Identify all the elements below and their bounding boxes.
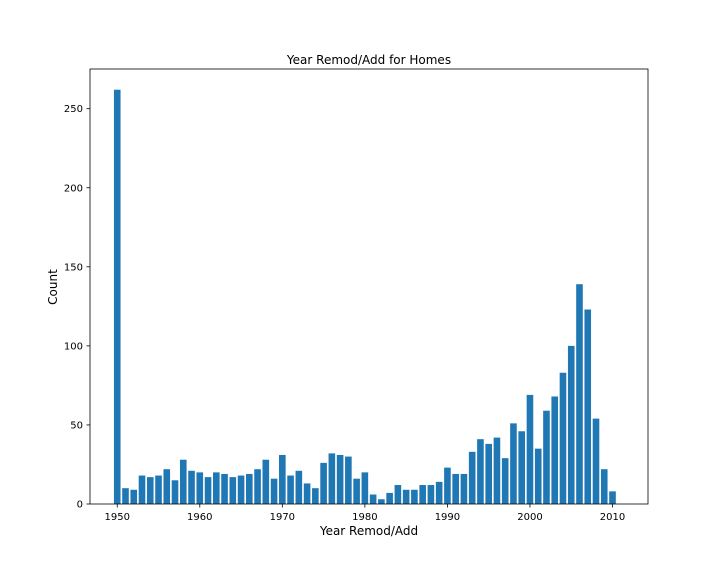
bar-1971 (287, 475, 294, 504)
bar-1981 (369, 494, 377, 504)
x-tick-label: 1980 (352, 512, 377, 523)
bar-1969 (270, 478, 278, 504)
bar-1996 (493, 437, 501, 504)
bar-1952 (130, 489, 138, 504)
bar-2003 (551, 396, 559, 504)
plot-frame (89, 68, 649, 505)
bar-2006 (576, 284, 583, 504)
bar-1998 (510, 423, 517, 504)
bar-1967 (254, 469, 261, 504)
bar-2004 (559, 372, 567, 504)
bar-1976 (328, 453, 336, 504)
bars-group (113, 89, 616, 504)
bar-2002 (543, 410, 550, 504)
bar-1995 (485, 443, 492, 504)
bar-1985 (402, 489, 410, 504)
bar-1962 (212, 472, 220, 504)
bar-2010 (609, 491, 616, 504)
bar-1994 (477, 439, 484, 504)
bar-1954 (146, 477, 154, 504)
bar-1968 (262, 459, 270, 504)
bar-1992 (460, 473, 468, 504)
bar-1980 (361, 472, 369, 504)
bar-1978 (345, 456, 352, 504)
bar-1965 (237, 475, 245, 504)
bar-1987 (419, 485, 426, 504)
bar-2005 (567, 345, 575, 504)
chart-title: Year Remod/Add for Homes (286, 53, 451, 67)
x-axis-ticks: 1950 1960 1970 1980 1990 2000 2010 (105, 504, 625, 523)
bar-1970 (279, 454, 286, 504)
bar-1955 (155, 475, 162, 504)
bar-1991 (452, 473, 459, 504)
bar-1975 (320, 462, 327, 504)
bar-1964 (229, 477, 237, 504)
bar-2007 (584, 309, 592, 504)
bar-1972 (295, 470, 303, 504)
bar-2009 (600, 469, 608, 504)
x-axis-label: Year Remod/Add (319, 524, 418, 538)
bar-1997 (501, 458, 509, 504)
bar-1979 (353, 478, 360, 504)
bar-1999 (518, 431, 526, 504)
y-tick-label: 250 (64, 104, 83, 115)
y-tick-label: 150 (64, 262, 83, 273)
bar-1950 (113, 89, 121, 504)
y-tick-label: 100 (64, 341, 83, 352)
bar-1974 (312, 488, 319, 504)
bar-1963 (221, 473, 228, 504)
bar-1988 (427, 485, 435, 504)
bar-1958 (179, 459, 187, 504)
bar-1973 (303, 483, 311, 504)
bar-2001 (534, 448, 542, 504)
bar-1951 (122, 488, 129, 504)
y-tick-label: 200 (64, 183, 83, 194)
bar-1986 (411, 489, 418, 504)
bar-1956 (163, 469, 171, 504)
y-axis-ticks: 0 50 100 150 200 250 (64, 104, 90, 511)
x-tick-label: 2010 (600, 512, 625, 523)
x-tick-label: 1950 (105, 512, 130, 523)
bar-1959 (188, 470, 195, 504)
x-tick-label: 2000 (517, 512, 542, 523)
bar-1957 (171, 480, 179, 504)
y-tick-label: 50 (70, 420, 83, 431)
bar-1953 (138, 475, 146, 504)
bar-2008 (592, 418, 600, 504)
bar-1966 (246, 473, 253, 504)
bar-1960 (196, 472, 204, 504)
x-tick-label: 1990 (435, 512, 460, 523)
y-axis-label: Count (46, 269, 60, 305)
bar-1983 (386, 492, 393, 504)
bar-1977 (336, 454, 344, 504)
bar-1984 (394, 485, 402, 504)
bar-1989 (435, 481, 443, 504)
bar-1982 (378, 499, 385, 504)
x-tick-label: 1960 (187, 512, 212, 523)
x-tick-label: 1970 (270, 512, 295, 523)
bar-1961 (204, 477, 212, 504)
bar-1990 (444, 467, 451, 504)
bar-1993 (468, 451, 476, 504)
y-tick-label: 0 (77, 500, 83, 511)
bar-2000 (526, 394, 534, 504)
